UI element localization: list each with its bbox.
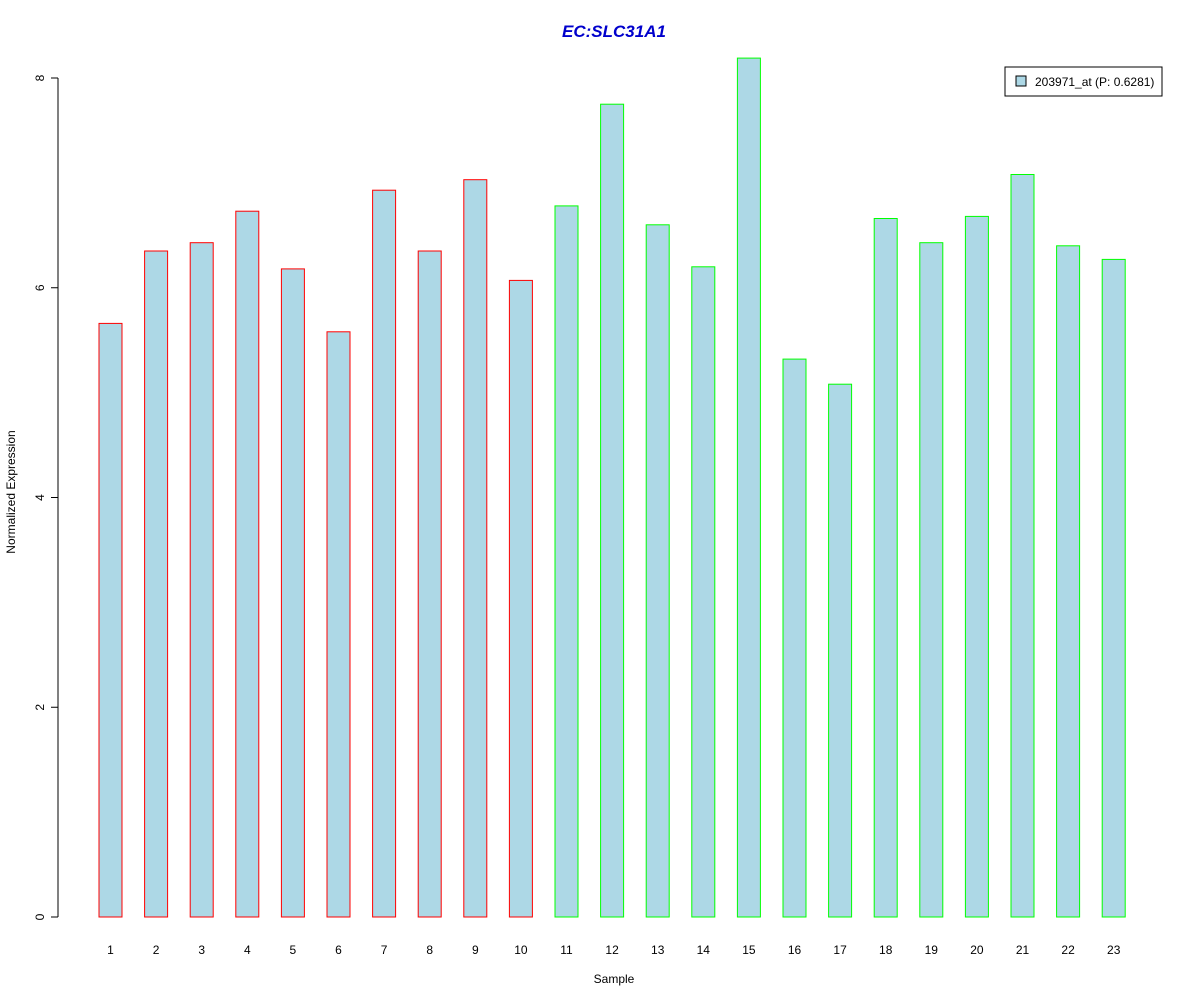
x-tick-label: 19	[925, 943, 939, 957]
x-tick-label: 13	[651, 943, 665, 957]
x-tick-label: 3	[198, 943, 205, 957]
bar	[280, 268, 305, 918]
x-tick-label: 20	[970, 943, 984, 957]
bar	[372, 189, 397, 918]
x-tick-label: 23	[1107, 943, 1121, 957]
y-axis: 0 2 4 6 8	[33, 74, 59, 920]
bar	[691, 266, 716, 918]
bar	[235, 210, 260, 918]
x-tick-label: 22	[1061, 943, 1075, 957]
bar	[600, 103, 625, 918]
bar	[828, 383, 853, 918]
bar	[873, 218, 898, 918]
bar	[1056, 245, 1081, 918]
x-tick-label: 21	[1016, 943, 1030, 957]
bar	[554, 205, 579, 918]
bar	[645, 224, 670, 918]
y-tick-label: 0	[33, 913, 47, 920]
x-tick-label: 7	[381, 943, 388, 957]
bar	[326, 331, 351, 918]
bar	[1101, 258, 1126, 918]
bar	[98, 322, 123, 918]
x-tick-label: 9	[472, 943, 479, 957]
bar	[144, 250, 169, 918]
x-tick-label: 2	[153, 943, 160, 957]
chart-title: EC:SLC31A1	[562, 22, 666, 41]
x-tick-label: 5	[290, 943, 297, 957]
bar	[964, 215, 989, 918]
bars-group	[98, 57, 1126, 918]
x-tick-label: 10	[514, 943, 528, 957]
y-tick-label: 4	[33, 494, 47, 501]
x-axis-tick-labels: 1 2 3 4 5 6 7 8 9 10 11 12 13 14 15 16 17 18 19 20 21 22 23	[107, 943, 1121, 957]
y-tick-label: 8	[33, 74, 47, 81]
bar	[919, 242, 944, 918]
bar	[417, 250, 442, 918]
x-tick-label: 8	[426, 943, 433, 957]
x-tick-label: 1	[107, 943, 114, 957]
bar	[782, 358, 807, 918]
x-tick-label: 4	[244, 943, 251, 957]
x-tick-label: 12	[605, 943, 619, 957]
x-tick-label: 16	[788, 943, 802, 957]
x-tick-label: 6	[335, 943, 342, 957]
legend-swatch	[1015, 75, 1027, 87]
legend: 203971_at (P: 0.6281)	[1004, 66, 1163, 97]
y-axis-label: Normalized Expression	[4, 430, 18, 553]
x-tick-label: 17	[833, 943, 847, 957]
bar	[463, 179, 488, 918]
x-tick-label: 18	[879, 943, 893, 957]
y-tick-label: 2	[33, 704, 47, 711]
bar	[508, 279, 533, 918]
legend-box	[1004, 66, 1163, 97]
x-tick-label: 11	[560, 943, 573, 957]
y-tick-label: 6	[33, 284, 47, 291]
x-tick-label: 15	[742, 943, 756, 957]
bar	[189, 242, 214, 918]
bar	[1010, 174, 1035, 918]
x-axis-label: Sample	[594, 972, 635, 986]
legend-label: 203971_at (P: 0.6281)	[1035, 75, 1154, 89]
bar	[736, 57, 761, 918]
x-tick-label: 14	[697, 943, 711, 957]
